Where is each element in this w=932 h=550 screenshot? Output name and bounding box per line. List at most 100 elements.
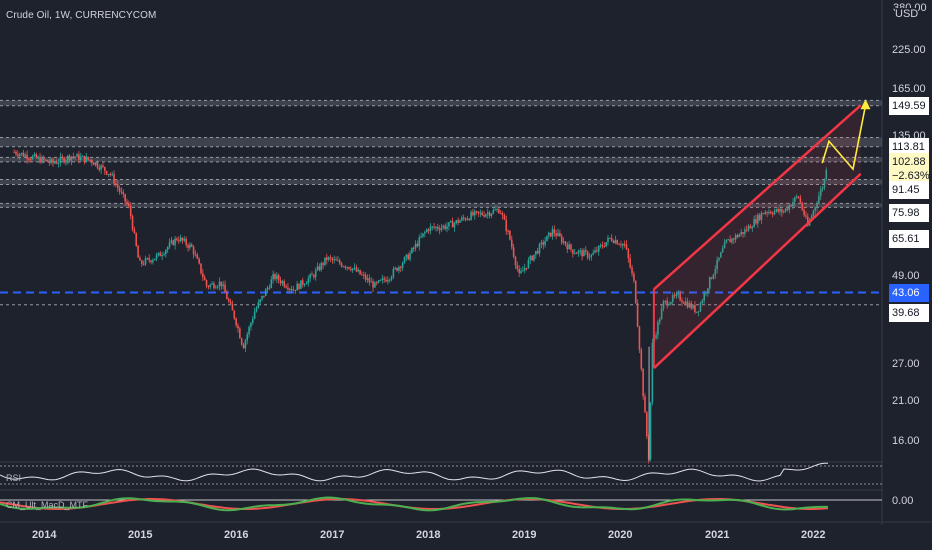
candle-body — [368, 278, 371, 283]
candle-body — [213, 283, 215, 288]
candle-body — [140, 260, 143, 264]
candle-body — [677, 293, 680, 295]
candle-body — [479, 212, 482, 214]
candle-body — [314, 270, 317, 278]
candle-body — [420, 236, 422, 238]
candle-body — [81, 155, 84, 157]
candle-body — [116, 184, 119, 188]
candle-body — [416, 243, 419, 247]
candle-body — [579, 250, 582, 252]
candle-body — [144, 258, 147, 265]
candle-body — [50, 159, 52, 163]
candle-body — [623, 244, 626, 246]
candle-body — [387, 279, 389, 282]
candle-body — [490, 213, 493, 216]
candle-body — [298, 283, 300, 289]
candle-body — [734, 235, 737, 240]
candle-body — [250, 322, 252, 328]
candle-body — [270, 279, 273, 288]
candle-body — [412, 247, 415, 249]
candle-body — [142, 263, 145, 265]
candle-body — [486, 212, 489, 215]
time-axis-label: 2021 — [705, 529, 730, 541]
candle-body — [440, 227, 443, 231]
candle-body — [333, 259, 335, 261]
candle-body — [610, 237, 613, 241]
candle-body — [163, 254, 165, 256]
resistance-zone — [0, 137, 882, 147]
candle-body — [192, 246, 195, 255]
candle-body — [462, 217, 465, 219]
candle-body — [96, 162, 99, 168]
candle-body — [113, 174, 115, 184]
candle-body — [747, 225, 750, 231]
symbol-title[interactable]: Crude Oil, 1W, CURRENCYCOM — [6, 10, 157, 21]
candle-body — [742, 232, 744, 234]
candle-body — [488, 212, 491, 216]
candle-body — [255, 307, 258, 312]
candle-body — [725, 240, 728, 243]
candle-body — [94, 162, 97, 165]
candle-body — [684, 301, 687, 304]
candle-body — [166, 247, 169, 251]
candle-body — [259, 299, 261, 303]
candle-body — [612, 240, 615, 243]
candle-body — [418, 237, 421, 247]
time-axis-label: 2017 — [320, 529, 345, 541]
candle-body — [98, 167, 101, 170]
candle-body — [425, 229, 428, 233]
candle-body — [211, 283, 213, 285]
candle-body — [311, 274, 313, 276]
candle-body — [335, 259, 337, 261]
candle-body — [403, 257, 406, 264]
candle-body — [431, 226, 434, 228]
candle-body — [66, 155, 69, 161]
candle-body — [557, 232, 559, 236]
candle-body — [377, 280, 380, 283]
macd-pane-label[interactable]: CM_Ult_MacD_MTF — [6, 500, 89, 510]
rsi-pane-label[interactable]: RSI — [6, 473, 22, 483]
candle-body — [174, 238, 176, 246]
price-tag: 39.68 — [889, 303, 929, 322]
candle-body — [153, 258, 156, 261]
currency-label[interactable]: USD — [895, 8, 919, 20]
candle-body — [237, 325, 239, 329]
candle-body — [507, 230, 509, 232]
candle-body — [29, 159, 32, 161]
candle-body — [681, 300, 683, 303]
candle-body — [157, 252, 160, 255]
candle-body — [766, 212, 768, 214]
candle-body — [448, 222, 450, 227]
candle-body — [666, 300, 668, 306]
candle-body — [801, 202, 804, 210]
candle-body — [614, 240, 617, 243]
candle-body — [57, 162, 60, 164]
candle-body — [634, 280, 637, 304]
candle-body — [337, 260, 339, 262]
candle-body — [536, 250, 539, 254]
candle-body — [788, 205, 791, 210]
candle-body — [41, 157, 43, 163]
candle-body — [198, 258, 200, 264]
candle-body — [433, 226, 435, 228]
candle-body — [15, 151, 17, 155]
candle-body — [551, 229, 554, 237]
candle-body — [63, 157, 65, 163]
candle-body — [707, 288, 709, 293]
candle-body — [294, 289, 297, 291]
candle-body — [394, 267, 397, 269]
price-tag: 91.45 — [889, 180, 929, 199]
candle-body — [392, 268, 395, 277]
candle-body — [668, 304, 670, 306]
candle-body — [100, 165, 102, 170]
candle-body — [797, 196, 800, 198]
candle-body — [429, 226, 432, 232]
time-axis-label: 2015 — [128, 529, 153, 541]
candle-body — [396, 267, 398, 271]
candle-body — [277, 275, 280, 281]
candle-body — [89, 159, 91, 161]
candle-body — [540, 242, 543, 245]
candle-body — [451, 221, 454, 228]
